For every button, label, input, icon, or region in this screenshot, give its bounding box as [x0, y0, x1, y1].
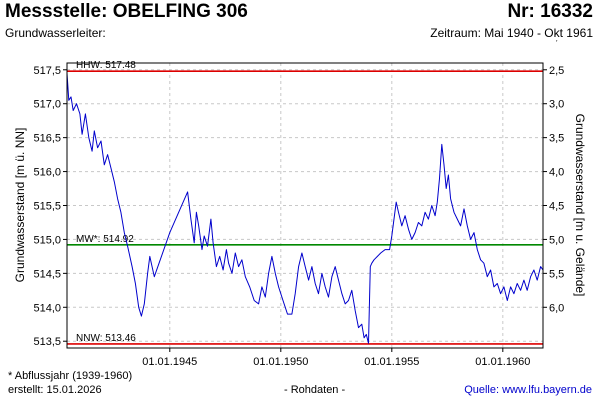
y-axis-right: 1,52,02,53,03,54,04,55,05,56,0 — [543, 40, 564, 314]
source-link[interactable]: www.lfu.bayern.de — [502, 384, 592, 396]
y2-tick-label: 2,5 — [549, 65, 564, 77]
y2-tick-label: 5,0 — [549, 234, 564, 246]
hhw-label: HHW: 517.48 — [76, 60, 136, 71]
aquifer-label: Grundwasserleiter: — [5, 26, 106, 40]
y2-tick-label: 3,5 — [549, 133, 564, 145]
y-axis-title-right: Grundwasserstand [m u. Gelände] — [573, 114, 587, 297]
y-axis-title-left: Grundwasserstand [m ü. NN] — [13, 128, 27, 283]
y-tick-label: 514,5 — [33, 268, 61, 280]
y-tick-label: 514,0 — [33, 302, 61, 314]
x-tick-label: 01.01.1955 — [364, 356, 419, 368]
y-tick-label: 517,0 — [33, 99, 61, 111]
y-tick-label: 517,5 — [33, 65, 61, 77]
y-tick-label: 516,0 — [33, 167, 61, 179]
y2-tick-label: 2,0 — [549, 40, 564, 43]
y-tick-label: 515,5 — [33, 201, 61, 213]
station-title: Messstelle: OBELFING 306 — [5, 1, 248, 22]
source-label: Quelle: — [464, 384, 503, 396]
x-tick-label: 01.01.1950 — [253, 356, 308, 368]
mw-label: MW*: 514.92 — [76, 234, 134, 245]
y2-tick-label: 3,0 — [549, 99, 564, 111]
nnw-label: NNW: 513.46 — [76, 333, 136, 344]
x-tick-label: 01.01.1945 — [142, 356, 197, 368]
y-axis-left: 513,5 514,0 514,5 515,0 515,5 516,0 516,5 517,0… — [33, 65, 67, 348]
y-tick-label: 515,0 — [33, 234, 61, 246]
created-date: erstellt: 15.01.2026 — [8, 384, 102, 396]
series-line — [66, 73, 544, 344]
y-tick-label: 513,5 — [33, 336, 61, 348]
y-tick-label: 516,5 — [33, 133, 61, 145]
y2-tick-label: 4,5 — [549, 201, 564, 213]
source-credit: Quelle: www.lfu.bayern.de — [464, 384, 592, 396]
grid — [67, 63, 543, 348]
station-number: Nr: 16332 — [507, 1, 593, 22]
reference-lines: HHW: 517.48 MW*: 514.92 NNW: 513.46 — [67, 60, 543, 345]
y2-tick-label: 6,0 — [549, 302, 564, 314]
series-layer — [66, 73, 544, 344]
footnote: * Abflussjahr (1939-1960) — [8, 370, 133, 382]
x-axis: 01.01.1945 01.01.1950 01.01.1955 01.01.1960 — [142, 348, 530, 368]
raw-data-label: - Rohdaten - — [284, 384, 346, 396]
y2-tick-label: 4,0 — [549, 167, 564, 179]
x-tick-label: 01.01.1960 — [475, 356, 530, 368]
y2-tick-label: 5,5 — [549, 268, 564, 280]
period-label: Zeitraum: Mai 1940 - Okt 1961 — [430, 26, 593, 40]
